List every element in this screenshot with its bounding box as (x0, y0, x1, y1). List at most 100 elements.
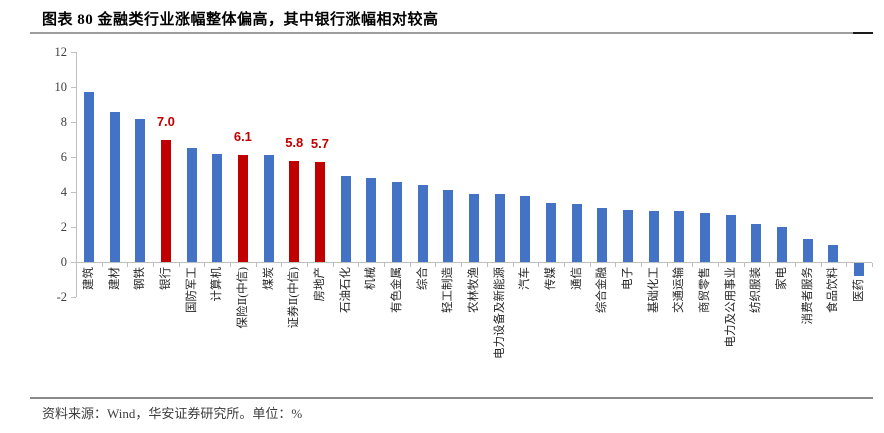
bar (854, 262, 865, 276)
x-axis-tick-mark (769, 263, 771, 267)
bar (340, 176, 351, 262)
x-axis-category-label: 电力设备及新能源 (493, 267, 506, 359)
x-axis-category-label: 机械 (365, 267, 378, 290)
x-axis-tick-mark (281, 263, 283, 267)
bar (725, 214, 736, 262)
x-axis-tick-mark (307, 263, 309, 267)
y-axis-tick-label: -2 (56, 290, 67, 304)
x-axis-category-label: 农林牧渔 (468, 267, 480, 313)
x-axis-category-label: 银行 (159, 267, 172, 290)
bar (391, 181, 402, 262)
x-axis-tick-mark (846, 263, 848, 267)
bar (546, 202, 557, 262)
bar (802, 239, 813, 262)
x-axis-category-label: 建材 (108, 267, 121, 290)
x-axis-tick-mark (666, 263, 668, 267)
bar (623, 209, 634, 262)
x-axis-category-label: 计算机 (211, 267, 224, 302)
x-axis-tick-mark (76, 263, 77, 267)
y-axis-tick-mark (71, 157, 76, 158)
x-axis-category-label: 有色金属 (390, 267, 403, 313)
y-axis-tick-label: 8 (60, 115, 67, 129)
x-axis-category-label: 综合金融 (596, 267, 609, 313)
x-axis-tick-mark (204, 263, 206, 267)
x-axis-tick-mark (230, 263, 232, 267)
x-axis-tick-mark (127, 263, 129, 267)
x-axis-tick-mark (589, 263, 591, 267)
x-axis-tick-mark (178, 263, 180, 267)
bar (186, 148, 197, 262)
bar (777, 227, 788, 262)
bar-value-label: 6.1 (233, 129, 252, 145)
x-axis-category-label: 钢铁 (134, 267, 147, 290)
bar-value-label: 5.7 (310, 136, 329, 152)
x-axis-tick-mark (153, 263, 155, 267)
y-axis-tick-label: 4 (60, 185, 67, 199)
x-axis-category-label: 汽车 (519, 267, 532, 290)
y-axis-tick-label: 2 (60, 220, 67, 234)
x-axis-tick-mark (563, 263, 565, 267)
x-axis-tick-mark (409, 263, 411, 267)
bar (469, 193, 479, 262)
bar-value-label: 7.0 (156, 113, 175, 129)
x-axis-category-label: 国防军工 (185, 267, 198, 313)
x-axis-tick-mark (743, 263, 745, 267)
bar (828, 244, 839, 262)
x-axis-tick-mark (255, 263, 257, 267)
x-axis-category-label: 医药 (853, 279, 866, 302)
bar (417, 185, 428, 262)
x-axis-tick-mark (512, 263, 514, 267)
bar (751, 223, 762, 262)
bar-value-label: 5.8 (285, 134, 304, 150)
bar (109, 111, 120, 262)
bar (443, 190, 454, 262)
bar (83, 92, 94, 262)
bar (135, 118, 146, 262)
x-axis-line (76, 262, 872, 263)
bar (700, 213, 711, 262)
x-axis-category-label: 家电 (776, 267, 789, 290)
bar (597, 207, 608, 262)
y-axis-tick-mark (71, 192, 76, 193)
x-axis-tick-mark (820, 263, 822, 267)
x-axis-category-label: 通信 (570, 267, 583, 290)
x-axis-tick-mark (461, 263, 463, 267)
x-axis-tick-mark (435, 263, 437, 267)
bar (520, 195, 531, 262)
bar (571, 204, 582, 262)
x-axis-tick-mark (486, 263, 488, 267)
chart-title: 图表 80 金融类行业涨幅整体偏高，其中银行涨幅相对较高 (42, 12, 439, 28)
bar (212, 153, 223, 262)
y-axis-tick-mark (71, 227, 76, 228)
bar (648, 211, 659, 262)
x-axis-tick-mark (717, 263, 719, 267)
x-axis-category-label: 电力及公用事业 (724, 267, 737, 348)
x-axis-category-label: 综合 (416, 267, 429, 290)
y-axis-tick-label: 10 (54, 80, 68, 94)
x-axis-category-label: 基础化工 (647, 267, 660, 313)
x-axis-tick-mark (640, 263, 642, 267)
x-axis-tick-mark (332, 263, 334, 267)
x-axis-category-label: 消费者服务 (801, 267, 814, 325)
x-axis-tick-mark (794, 263, 796, 267)
highlighted-bar (160, 139, 171, 262)
y-axis-tick-mark (71, 52, 76, 53)
bar (263, 155, 274, 262)
y-axis-line (76, 52, 77, 297)
x-axis-category-label: 纺织服装 (750, 267, 763, 313)
highlighted-bar (314, 162, 325, 262)
x-axis-tick-mark (692, 263, 694, 267)
x-axis-category-label: 石油石化 (339, 267, 352, 313)
x-axis-category-label: 证券Ⅱ(中信) (288, 267, 301, 329)
y-axis-tick-label: 0 (60, 255, 67, 269)
y-axis-tick-mark (71, 122, 76, 123)
bar (366, 178, 377, 262)
x-axis-tick-mark (101, 263, 103, 267)
x-axis-tick-mark (538, 263, 540, 267)
y-axis-tick-mark (71, 87, 76, 88)
footer-divider-line (30, 397, 873, 399)
x-axis-category-label: 食品饮料 (827, 267, 840, 313)
x-axis-tick-mark (872, 263, 873, 267)
x-axis-category-label: 电子 (622, 267, 635, 290)
